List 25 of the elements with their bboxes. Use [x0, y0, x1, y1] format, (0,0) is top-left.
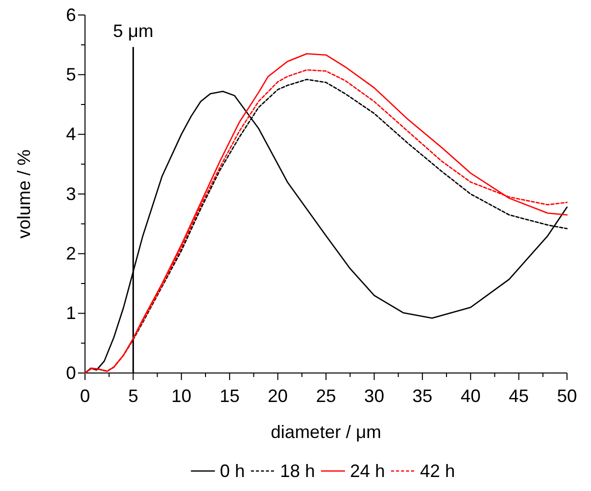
legend-label: 24 h: [350, 461, 386, 481]
x-tick-label: 20: [268, 386, 288, 406]
x-tick-label: 40: [460, 386, 481, 406]
x-tick-label: 35: [412, 386, 432, 406]
x-tick-label: 15: [220, 386, 240, 406]
y-tick-label: 2: [66, 243, 76, 264]
legend-label: 18 h: [280, 461, 315, 481]
y-axis-title: volume / %: [14, 149, 34, 239]
x-tick-label: 5: [128, 386, 138, 406]
y-tick-label: 3: [66, 184, 76, 204]
legend-label: 42 h: [420, 461, 456, 481]
x-axis-title: diameter / μm: [270, 422, 382, 442]
y-tick-label: 5: [66, 64, 76, 84]
legend-label: 0 h: [220, 461, 245, 481]
x-tick-label: 25: [316, 386, 336, 406]
y-tick-label: 4: [66, 124, 76, 144]
x-tick-label: 30: [364, 386, 384, 406]
x-tick-label: 0: [80, 386, 90, 406]
y-tick-label: 0: [66, 362, 76, 383]
x-tick-label: 45: [508, 386, 529, 406]
x-tick-label: 10: [171, 386, 192, 406]
y-tick-label: 1: [66, 303, 76, 324]
ref-line-label: 5 μm: [113, 21, 154, 41]
x-tick-label: 50: [556, 386, 578, 406]
y-tick-label: 6: [66, 4, 76, 25]
